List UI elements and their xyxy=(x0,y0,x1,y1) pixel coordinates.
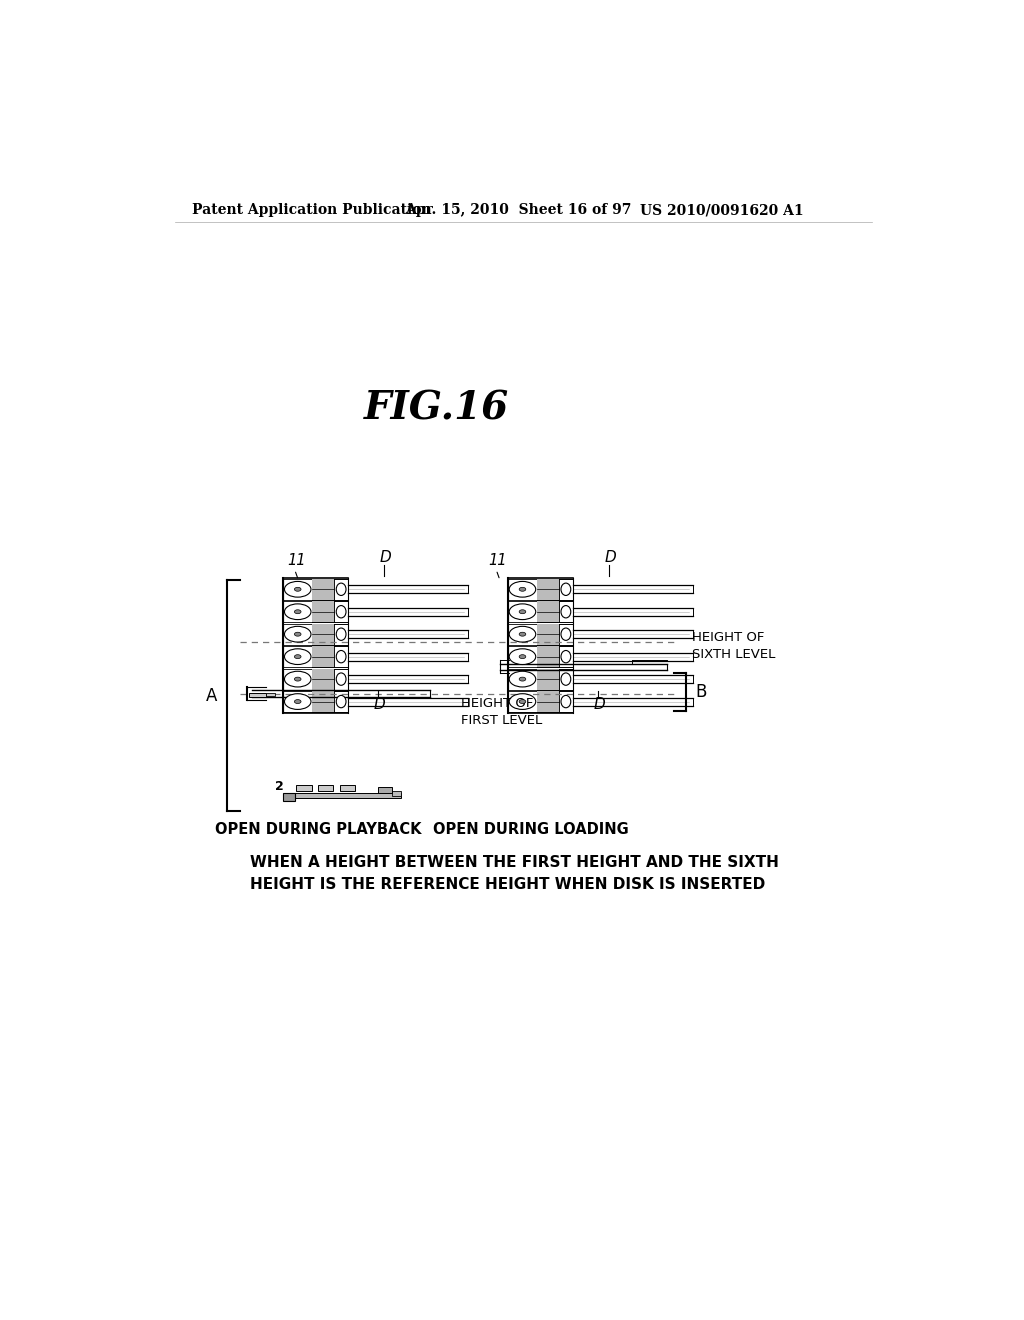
Bar xyxy=(312,602,334,622)
Text: US 2010/0091620 A1: US 2010/0091620 A1 xyxy=(640,203,803,216)
Bar xyxy=(312,692,334,711)
Text: D: D xyxy=(604,550,615,565)
Ellipse shape xyxy=(295,677,301,681)
Bar xyxy=(312,579,334,599)
Bar xyxy=(296,785,311,792)
Text: OPEN DURING LOADING: OPEN DURING LOADING xyxy=(433,822,629,837)
Ellipse shape xyxy=(336,673,346,685)
Ellipse shape xyxy=(336,651,346,663)
Ellipse shape xyxy=(336,583,346,595)
Bar xyxy=(312,624,334,644)
Ellipse shape xyxy=(519,587,525,591)
Ellipse shape xyxy=(336,606,346,618)
Ellipse shape xyxy=(519,700,525,704)
Text: D: D xyxy=(593,697,605,713)
Bar xyxy=(312,647,334,667)
Ellipse shape xyxy=(285,694,311,709)
Bar xyxy=(283,793,295,800)
Ellipse shape xyxy=(561,651,570,663)
Bar xyxy=(312,669,334,689)
Ellipse shape xyxy=(509,603,536,619)
Ellipse shape xyxy=(295,610,301,614)
Bar xyxy=(292,793,400,797)
Ellipse shape xyxy=(509,649,536,664)
Ellipse shape xyxy=(285,581,311,597)
Bar xyxy=(391,792,400,796)
Text: Patent Application Publication: Patent Application Publication xyxy=(191,203,431,216)
Ellipse shape xyxy=(285,649,311,664)
Bar xyxy=(538,647,559,667)
Bar xyxy=(249,693,266,697)
Ellipse shape xyxy=(295,700,301,704)
Bar xyxy=(378,787,391,793)
Ellipse shape xyxy=(561,606,570,618)
Text: OPEN DURING PLAYBACK: OPEN DURING PLAYBACK xyxy=(215,822,421,837)
Bar xyxy=(538,624,559,644)
Ellipse shape xyxy=(561,583,570,595)
Ellipse shape xyxy=(509,672,536,686)
Text: D: D xyxy=(373,697,385,713)
Bar xyxy=(538,602,559,622)
Bar xyxy=(317,785,334,792)
Ellipse shape xyxy=(285,672,311,686)
Text: HEIGHT OF
SIXTH LEVEL: HEIGHT OF SIXTH LEVEL xyxy=(692,631,775,661)
Bar xyxy=(538,692,559,711)
Text: D: D xyxy=(380,550,391,565)
Text: B: B xyxy=(696,682,708,701)
Ellipse shape xyxy=(295,655,301,659)
Ellipse shape xyxy=(519,655,525,659)
Ellipse shape xyxy=(509,581,536,597)
Bar xyxy=(340,785,355,792)
Text: A: A xyxy=(206,686,217,705)
Ellipse shape xyxy=(295,632,301,636)
Text: 2: 2 xyxy=(275,780,284,793)
Text: FIG.16: FIG.16 xyxy=(365,389,510,428)
Bar xyxy=(538,669,559,689)
Ellipse shape xyxy=(295,587,301,591)
Ellipse shape xyxy=(336,628,346,640)
Ellipse shape xyxy=(561,628,570,640)
Ellipse shape xyxy=(509,626,536,642)
Ellipse shape xyxy=(285,626,311,642)
Text: Apr. 15, 2010  Sheet 16 of 97: Apr. 15, 2010 Sheet 16 of 97 xyxy=(406,203,632,216)
Ellipse shape xyxy=(519,632,525,636)
Text: HEIGHT OF
FIRST LEVEL: HEIGHT OF FIRST LEVEL xyxy=(461,697,543,727)
Bar xyxy=(266,693,275,696)
Ellipse shape xyxy=(561,696,570,708)
Text: 11: 11 xyxy=(287,553,305,568)
Bar xyxy=(538,579,559,599)
Ellipse shape xyxy=(336,696,346,708)
Ellipse shape xyxy=(519,677,525,681)
Ellipse shape xyxy=(285,603,311,619)
Ellipse shape xyxy=(509,694,536,709)
Ellipse shape xyxy=(519,610,525,614)
Ellipse shape xyxy=(561,673,570,685)
Text: 11: 11 xyxy=(488,553,507,568)
Text: WHEN A HEIGHT BETWEEN THE FIRST HEIGHT AND THE SIXTH
HEIGHT IS THE REFERENCE HEI: WHEN A HEIGHT BETWEEN THE FIRST HEIGHT A… xyxy=(251,855,779,892)
